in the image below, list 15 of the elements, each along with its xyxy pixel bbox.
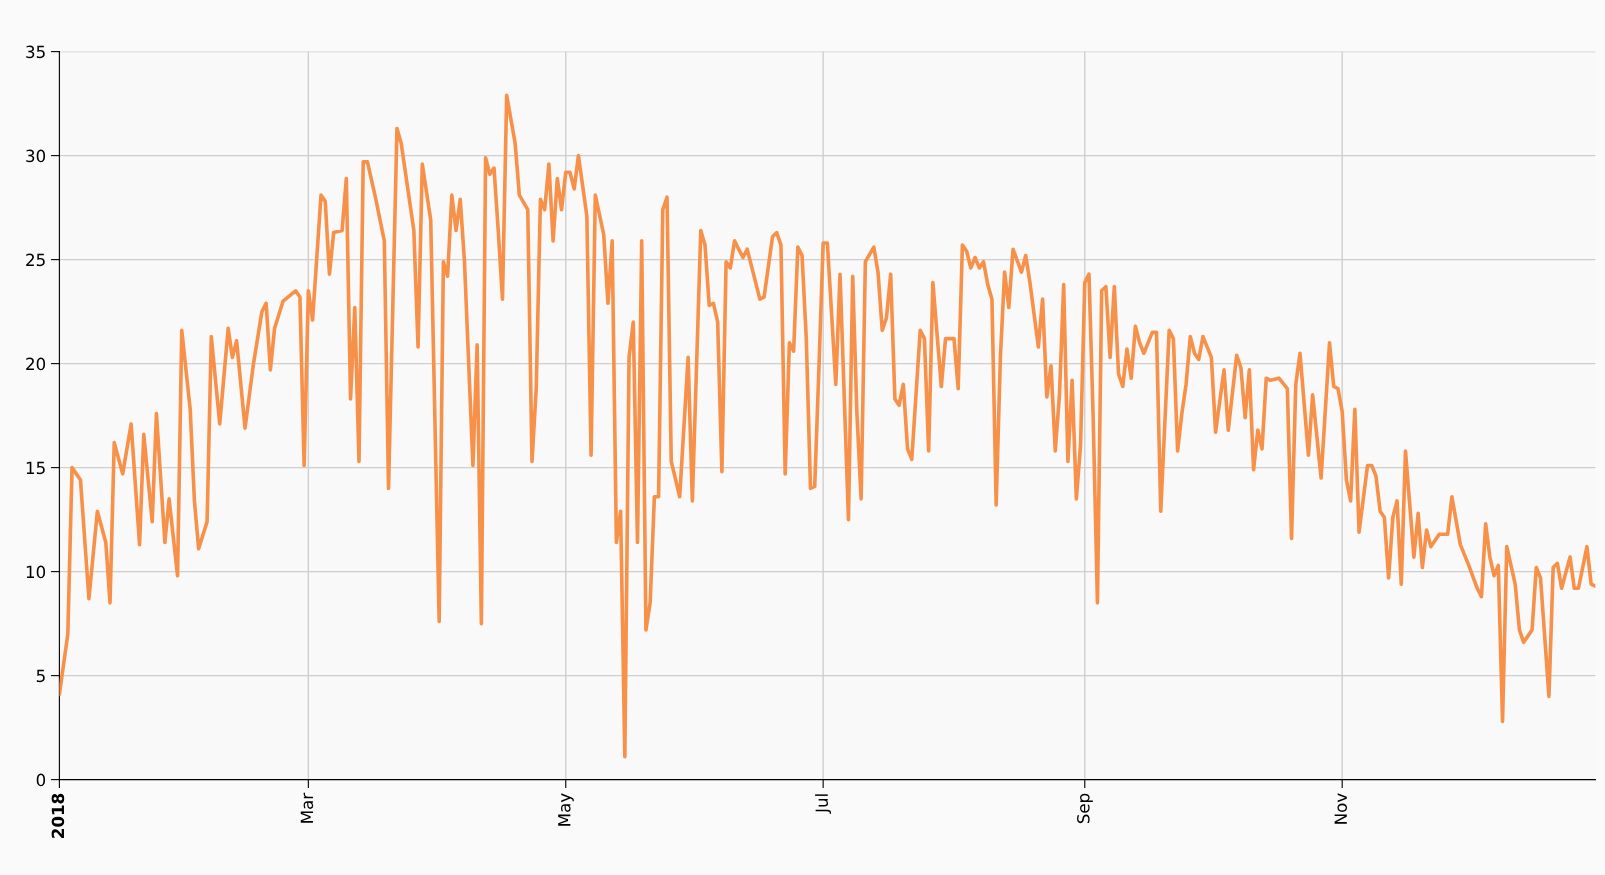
y-tick-label: 10 xyxy=(26,565,46,579)
y-tick-label: 35 xyxy=(26,45,45,59)
y-tick-label: 25 xyxy=(26,253,45,267)
x-tick-label: Sep xyxy=(1077,793,1093,824)
x-tick-label: Mar xyxy=(300,792,314,823)
y-tick-label: 20 xyxy=(26,357,46,371)
line-series xyxy=(59,93,1596,759)
y-tick-label: 30 xyxy=(26,149,46,163)
x-tick-label: May xyxy=(558,793,574,826)
x-tick-label: Nov xyxy=(1334,793,1348,824)
x-tick-label: 2018 xyxy=(51,793,65,838)
x-tick-label: Jul xyxy=(815,794,832,814)
y-tick-label: 15 xyxy=(26,461,45,475)
y-tick-label: 0 xyxy=(36,773,46,787)
y-tick-label: 5 xyxy=(36,669,45,683)
